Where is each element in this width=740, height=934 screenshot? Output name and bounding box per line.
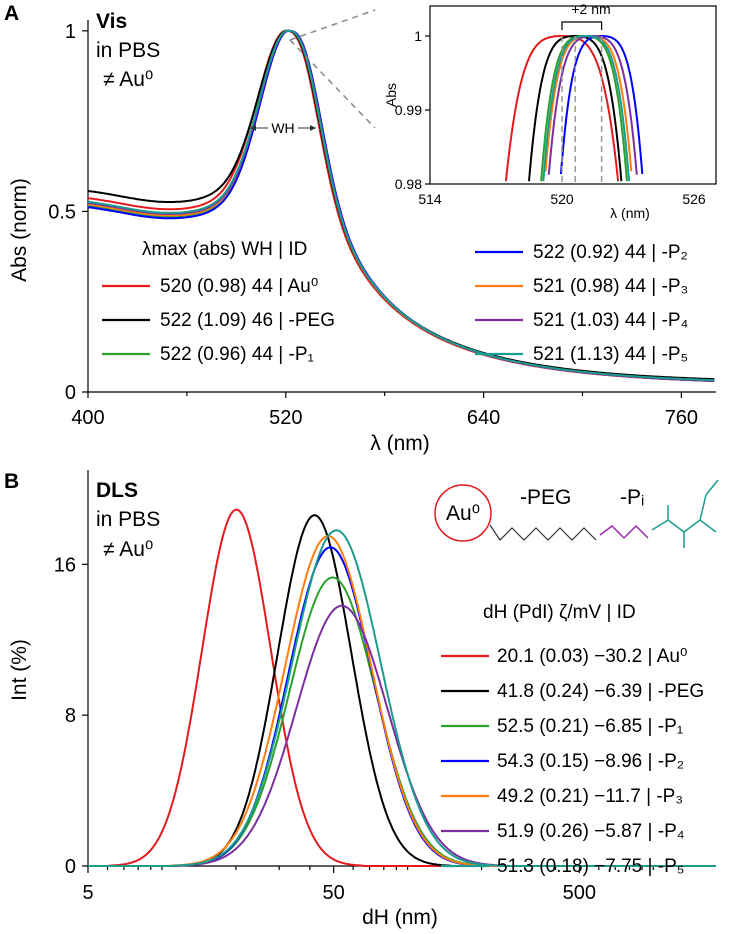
panel-b-legend-label: 54.3 (0.15) −8.96 | -P₂ bbox=[497, 751, 684, 772]
zoom-line-top bbox=[289, 9, 376, 41]
panel-b: B DLS in PBS ≠ Au⁰ Int (%) dH (nm) 5 50 50… bbox=[4, 470, 719, 929]
panel-b-legend-label: 20.1 (0.03) −30.2 | Au⁰ bbox=[497, 646, 688, 667]
panel-b-legend: dH (PdI) ζ/mV | ID 20.1 (0.03) −30.2 | A… bbox=[441, 602, 704, 877]
panel-b-legend-label: 52.5 (0.21) −6.85 | -P₁ bbox=[497, 716, 683, 737]
wh-arrowhead-left bbox=[250, 125, 256, 131]
panel-a-series-line bbox=[87, 29, 715, 382]
wh-arrowhead-right bbox=[310, 125, 316, 131]
panel-b-y-tick-label: 8 bbox=[65, 705, 76, 727]
panel-a-inset: Abs λ (nm) +2 nm 514 520 526 0.98 0.99 1 bbox=[383, 1, 717, 221]
panel-a-legend: λmax (abs) WH | ID 520 (0.98) 44 | Au⁰ 52… bbox=[102, 239, 689, 365]
peg-chain bbox=[489, 524, 597, 541]
panel-b-series-line bbox=[88, 546, 716, 867]
wh-annotation: WH bbox=[250, 120, 316, 136]
panel-a-legend-label: 522 (0.96) 44 | -P₁ bbox=[160, 344, 314, 365]
inset-annotation: +2 nm bbox=[571, 1, 610, 17]
peptide-label: -Pᵢ bbox=[620, 486, 644, 509]
inset-x-tick-label: 514 bbox=[418, 191, 442, 207]
peg-label: -PEG bbox=[520, 486, 571, 509]
inset-x-tick-label: 520 bbox=[550, 191, 574, 207]
panel-a-legend-label: 521 (1.13) 44 | -P₅ bbox=[533, 344, 688, 365]
panel-b-letter: B bbox=[4, 470, 19, 493]
panel-b-ylabel: Int (%) bbox=[8, 639, 31, 701]
linker-chain bbox=[599, 524, 649, 540]
panel-a-legend-label: 520 (0.98) 44 | Au⁰ bbox=[160, 276, 318, 297]
panel-b-series-line bbox=[88, 529, 716, 867]
panel-b-y-tick-label: 16 bbox=[54, 554, 76, 576]
panel-b-x-tick-label: 5 bbox=[82, 882, 93, 904]
panel-a-y-tick-label: 0.5 bbox=[48, 201, 76, 223]
zoom-line-bottom bbox=[289, 39, 376, 129]
conjugate-structure: Au⁰ -PEG -Pᵢ bbox=[434, 479, 719, 548]
panel-a-letter: A bbox=[4, 2, 19, 25]
panel-a-xlabel: λ (nm) bbox=[370, 432, 430, 455]
panel-a-legend-label: 521 (0.98) 44 | -P₃ bbox=[533, 276, 688, 297]
inset-y-tick-label: 0.98 bbox=[395, 176, 422, 192]
panel-b-y-tick-label: 0 bbox=[65, 856, 76, 878]
panel-a-x-tick-label: 400 bbox=[71, 407, 104, 429]
inset-series-line bbox=[542, 35, 631, 182]
panel-b-subtitle-1: in PBS bbox=[96, 508, 160, 531]
inset-ylabel: Abs bbox=[383, 83, 399, 107]
panel-a-legend-label: 521 (1.03) 44 | -P₄ bbox=[533, 310, 689, 331]
panel-b-legend-label: 41.8 (0.24) −6.39 | -PEG bbox=[497, 681, 704, 702]
panel-a-legend-label: 522 (1.09) 46 | -PEG bbox=[160, 310, 335, 331]
panel-a-ylabel: Abs (norm) bbox=[8, 178, 31, 282]
panel-a-x-tick-label: 520 bbox=[269, 407, 302, 429]
panel-b-legend-label: 51.3 (0.18) −7.75 | -P₅ bbox=[497, 856, 684, 877]
panel-a: A Vis in PBS ≠ Au⁰ Abs (norm) λ (nm) 400… bbox=[4, 1, 717, 455]
inset-xlabel: λ (nm) bbox=[610, 205, 650, 221]
panel-a-legend-header: λmax (abs) WH | ID bbox=[142, 239, 307, 260]
panel-b-x-tick-label: 500 bbox=[563, 882, 596, 904]
panel-a-y-tick-label: 1 bbox=[65, 21, 76, 43]
panel-a-legend-label: 522 (0.92) 44 | -P₂ bbox=[533, 242, 688, 263]
panel-a-title: Vis bbox=[96, 10, 127, 33]
panel-b-x-tick-label: 50 bbox=[323, 882, 345, 904]
panel-b-xlabel: dH (nm) bbox=[362, 906, 438, 929]
gold-core-label: Au⁰ bbox=[446, 502, 480, 525]
panel-a-x-tick-label: 640 bbox=[467, 407, 500, 429]
inset-y-tick-label: 1 bbox=[414, 28, 422, 44]
wh-label: WH bbox=[271, 120, 294, 136]
inset-y-tick-label: 0.99 bbox=[395, 102, 422, 118]
peptide-chain bbox=[651, 479, 719, 548]
panel-a-x-tick-label: 760 bbox=[665, 407, 698, 429]
inset-frame bbox=[429, 5, 717, 185]
panel-a-subtitle-2: ≠ Au⁰ bbox=[103, 68, 153, 91]
panel-b-title: DLS bbox=[96, 479, 138, 502]
gold-core-circle bbox=[434, 484, 492, 542]
panel-b-subtitle-2: ≠ Au⁰ bbox=[103, 538, 153, 561]
inset-x-tick-label: 526 bbox=[682, 191, 706, 207]
panel-b-legend-header: dH (PdI) ζ/mV | ID bbox=[483, 602, 636, 623]
panel-b-legend-label: 51.9 (0.26) −5.87 | -P₄ bbox=[497, 821, 685, 842]
inset-bracket bbox=[561, 21, 603, 30]
panel-a-y-tick-label: 0 bbox=[65, 382, 76, 404]
panel-a-subtitle-1: in PBS bbox=[96, 39, 160, 62]
panel-b-legend-label: 49.2 (0.21) −11.7 | -P₃ bbox=[497, 786, 683, 807]
